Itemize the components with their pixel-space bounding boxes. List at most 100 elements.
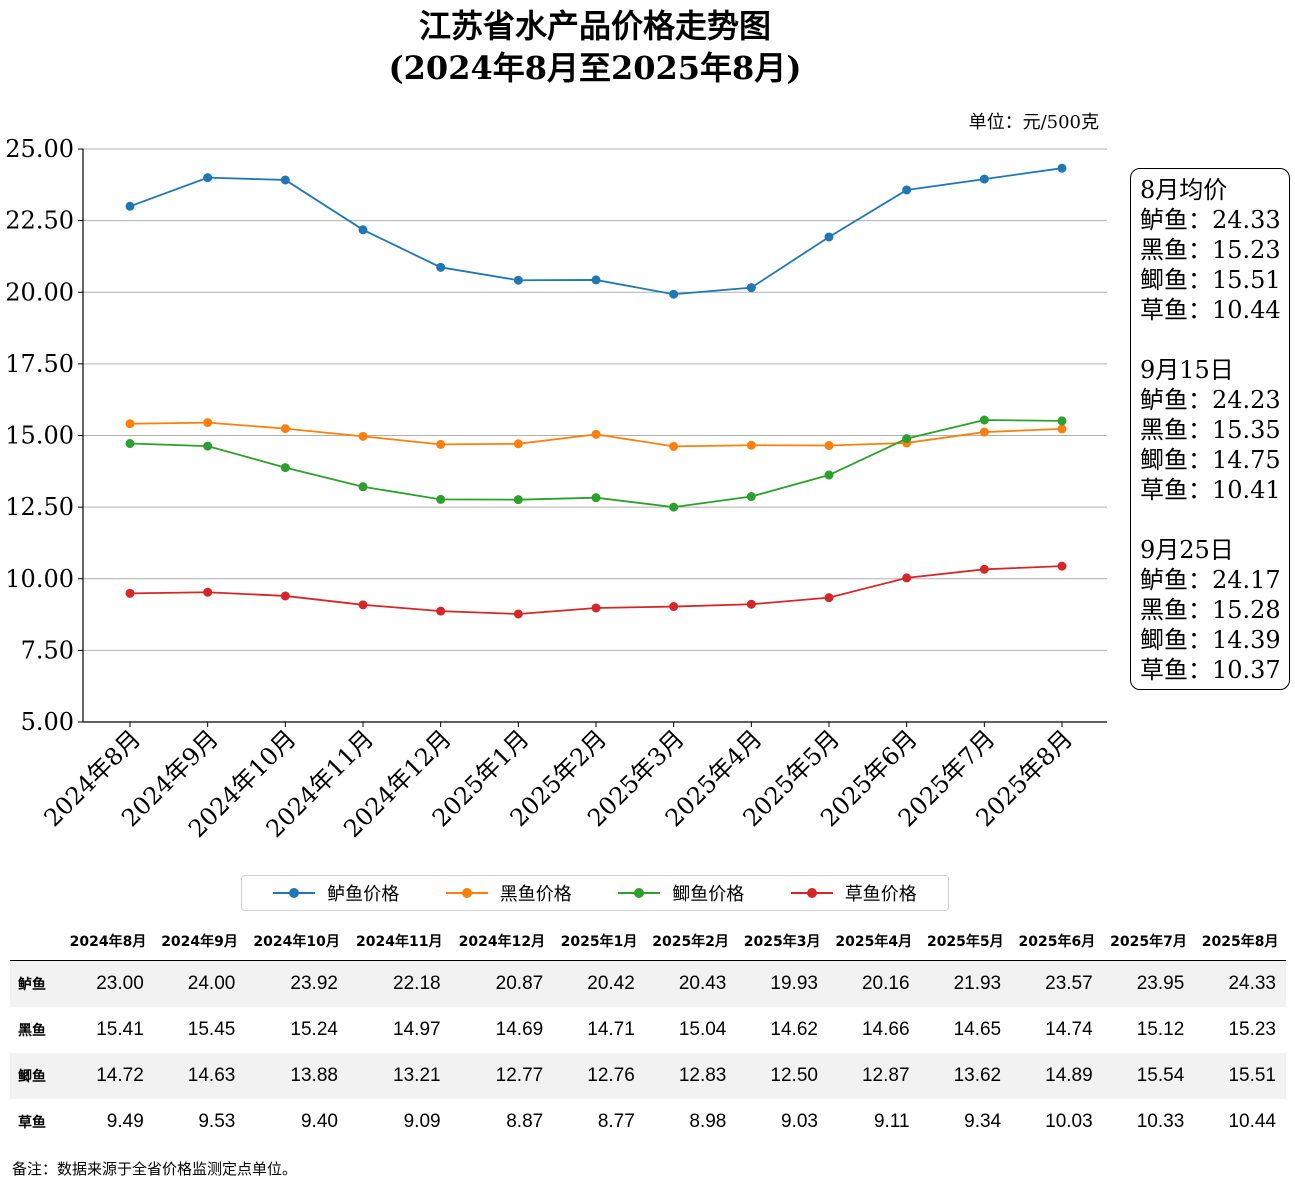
price-line-chart: 5.00 7.50 10.00 12.50 15.00 17.50 20.00 22.50 25…	[5, 135, 1107, 843]
data-point	[513, 439, 523, 449]
legend-swatch	[618, 887, 661, 899]
info-row: 草鱼：10.44	[1140, 296, 1281, 324]
series-0	[125, 163, 1067, 299]
data-point	[513, 609, 523, 619]
info-row: 鲈鱼：24.23	[1140, 386, 1281, 414]
y-tick-label: 15.00	[5, 422, 74, 450]
table-cell: 15.04	[678, 1019, 727, 1040]
table-cell: 9.53	[198, 1111, 236, 1132]
table-cell: 15.41	[96, 1019, 144, 1040]
table-cell: 20.87	[450, 960, 554, 1007]
table-column-header: 2024年10月	[245, 922, 348, 961]
table-cell: 20.16	[827, 960, 920, 1007]
y-tick-label: 25.00	[5, 135, 74, 163]
table-column-header: 2025年2月	[644, 922, 737, 961]
table-cell: 15.12	[1136, 1019, 1185, 1040]
info-group-title: 8月均价	[1140, 176, 1228, 204]
data-point	[280, 175, 290, 185]
legend-label: 黑鱼价格	[499, 884, 572, 905]
y-tick-labels: 5.00 7.50 10.00 12.50 15.00 17.50 20.00 22.50 25…	[5, 135, 74, 736]
legend-swatch	[273, 887, 316, 899]
table-cell: 9.34	[964, 1111, 1002, 1132]
info-row: 鲫鱼：14.39	[1140, 626, 1281, 654]
data-point	[591, 493, 601, 503]
data-point	[902, 573, 912, 583]
table-column-header: 2024年12月	[450, 922, 554, 961]
gridlines	[83, 148, 1107, 651]
table-cell: 8.98	[689, 1111, 727, 1132]
table-cell: 15.45	[187, 1019, 236, 1040]
data-point	[902, 434, 912, 444]
legend-swatch	[790, 887, 833, 899]
y-tick-label: 10.00	[5, 565, 74, 593]
table-corner	[10, 922, 63, 961]
data-point	[824, 470, 834, 480]
table-cell: 14.66	[861, 1019, 910, 1040]
data-point	[669, 602, 679, 612]
unit-label: 单位：元/500克	[968, 112, 1099, 133]
table-cell: 10.03	[1045, 1111, 1093, 1132]
table-cell: 14.69	[495, 1019, 544, 1040]
table-column-header: 2025年1月	[553, 922, 645, 961]
data-point	[203, 587, 213, 597]
data-point	[436, 606, 446, 616]
y-tick-label: 22.50	[5, 207, 74, 235]
data-point	[125, 419, 135, 429]
data-point	[979, 427, 989, 437]
table-column-header: 2024年8月	[62, 922, 154, 961]
table-cell: 14.74	[1045, 1019, 1093, 1040]
data-point	[280, 463, 290, 473]
data-point	[979, 415, 989, 425]
table-cell: 20.42	[553, 960, 645, 1007]
table-cell: 20.43	[644, 960, 737, 1007]
table-cell: 12.77	[450, 1053, 554, 1099]
info-group-title: 9月25日	[1140, 536, 1234, 564]
table-cell: 10.44	[1228, 1111, 1276, 1132]
table-cell: 13.62	[919, 1053, 1012, 1099]
chart-subtitle: (2024年8月至2025年8月)	[388, 49, 802, 87]
table-cell: 14.72	[62, 1053, 154, 1099]
x-tick-labels: 2024年8月2024年9月2024年10月2024年11月2024年12月20…	[39, 724, 1079, 843]
table-cell: 9.49	[106, 1111, 144, 1132]
y-tick-label: 12.50	[5, 493, 74, 521]
table-column-header: 2025年3月	[736, 922, 828, 961]
table-row: 黑鱼 15.41 15.45 15.24 14.97 14.69 14.71 15.04 14.…	[10, 1007, 1286, 1053]
data-point	[824, 441, 834, 451]
legend-item: 黑鱼价格	[445, 880, 572, 906]
y-tick-label: 17.50	[5, 350, 74, 378]
data-point	[203, 418, 213, 428]
table-row-label: 草鱼	[18, 1115, 46, 1131]
axes	[78, 148, 1107, 727]
info-row: 鲈鱼：24.17	[1140, 566, 1281, 594]
table-column-header: 2025年7月	[1102, 922, 1195, 961]
table-column-header: 2025年6月	[1011, 922, 1103, 961]
table-cell: 24.33	[1194, 960, 1286, 1007]
data-point	[125, 201, 135, 211]
data-point	[358, 225, 368, 235]
table-cell: 9.03	[780, 1111, 818, 1132]
y-tick-label: 20.00	[5, 278, 74, 306]
data-point	[436, 262, 446, 272]
table-column-header: 2025年4月	[827, 922, 920, 961]
table-cell: 23.00	[62, 960, 154, 1007]
data-point	[669, 441, 679, 451]
data-point	[824, 593, 834, 603]
table-cell: 22.18	[347, 960, 451, 1007]
legend-item: 鲫鱼价格	[618, 880, 744, 906]
info-row: 鲈鱼：24.33	[1140, 206, 1281, 234]
table-cell: 12.50	[736, 1053, 828, 1099]
table-cell: 15.24	[290, 1019, 338, 1040]
table-cell: 14.97	[393, 1019, 441, 1040]
table-cell: 12.83	[644, 1053, 737, 1099]
data-point	[669, 502, 679, 512]
table-row-label: 黑鱼	[18, 1023, 46, 1039]
table-cell: 23.57	[1011, 960, 1103, 1007]
table-cell: 24.00	[153, 960, 246, 1007]
data-point	[746, 599, 756, 609]
data-point	[591, 603, 601, 613]
table-cell: 8.87	[506, 1111, 544, 1132]
data-point	[746, 283, 756, 293]
table-cell: 15.23	[1228, 1019, 1276, 1040]
table-cell: 12.76	[553, 1053, 645, 1099]
chart-legend: 鲈鱼价格 黑鱼价格 鲫鱼价格 草鱼价格	[241, 875, 949, 911]
